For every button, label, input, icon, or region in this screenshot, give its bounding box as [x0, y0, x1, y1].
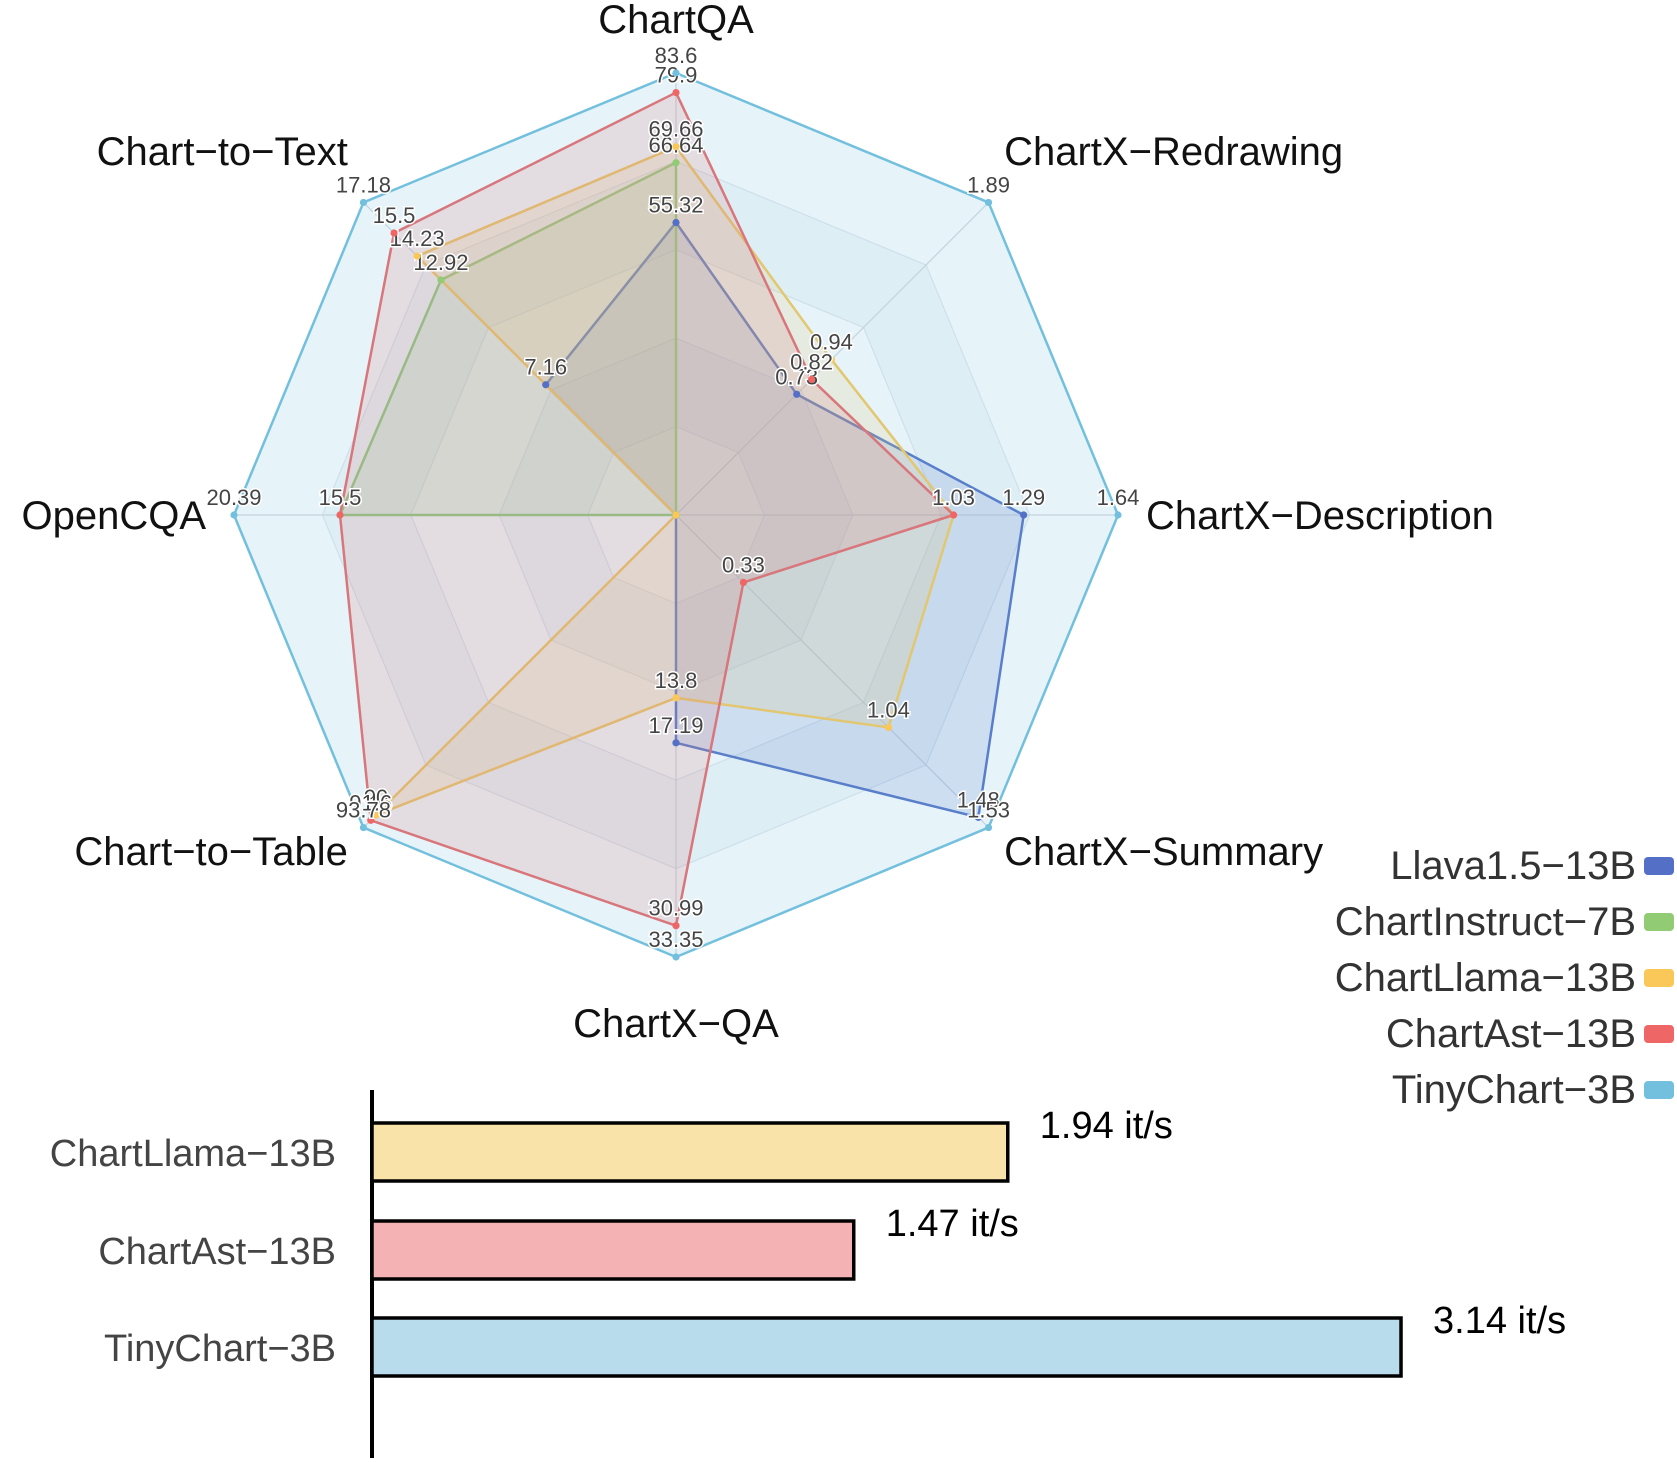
radar-axis-label-chartx-redrawing: ChartX−Redrawing: [1004, 130, 1343, 174]
radar-point-chartast-13b: [949, 511, 958, 519]
legend-label-tinychart-3b: TinyChart−3B: [1392, 1068, 1636, 1112]
radar-point-tinychart-3b: [359, 823, 368, 832]
radar-point-chartllama-13b: [884, 723, 893, 732]
radar-data-label: 90: [364, 785, 388, 810]
radar-data-label: 1.03: [932, 485, 975, 510]
radar-point-chartast-13b: [390, 229, 398, 237]
radar-point-chartast-13b: [367, 816, 375, 824]
legend-swatch-chartllama-13b: [1644, 969, 1674, 987]
bar-value-label-tinychart-3b: 3.14 it/s: [1433, 1300, 1566, 1342]
legend-label-llava1-5-13b: Llava1.5−13B: [1390, 844, 1636, 888]
bar-tinychart-3b: [370, 1316, 1403, 1378]
radar-data-label: 1.89: [967, 172, 1010, 197]
radar-point-chartllama-13b: [372, 811, 380, 819]
radar-data-label: 13.8: [655, 668, 698, 693]
radar-point-llava1-5-13b: [672, 739, 680, 747]
radar-point-chartllama-13b: [827, 355, 836, 364]
radar-point-chartinstruct-7b: [437, 276, 445, 284]
radar-data-label: 93.78: [336, 798, 391, 823]
radar-point-chartast-13b: [739, 578, 748, 587]
radar-point-chartinstruct-7b: [672, 159, 680, 167]
radar-point-chartllama-13b: [672, 143, 680, 151]
radar-axis-label-chartqa: ChartQA: [598, 0, 754, 42]
radar-data-label: 79.9: [655, 63, 698, 88]
radar-axis-label-chart-to-table: Chart−to−Table: [74, 830, 348, 874]
radar-point-chartast-13b: [672, 88, 680, 97]
radar-data-label: 17.18: [336, 172, 391, 197]
radar-axis-line: [675, 514, 989, 828]
radar-point-tinychart-3b: [672, 69, 680, 77]
radar-point-tinychart-3b: [1114, 511, 1122, 519]
legend-swatch-tinychart-3b: [1644, 1081, 1674, 1099]
radar-data-label: 15.5: [319, 485, 362, 510]
radar-data-label: 1.04: [867, 697, 910, 722]
radar-axis-label-chartx-description: ChartX−Description: [1146, 494, 1494, 538]
bar-chartllama-13b: [370, 1121, 1010, 1183]
radar-axis-label-chartx-qa: ChartX−QA: [573, 1002, 779, 1046]
radar-data-label: 1.48: [957, 787, 1000, 812]
radar-data-label: 1.29: [1002, 485, 1045, 510]
radar-point-llava1-5-13b: [974, 813, 982, 821]
radar-data-label: 1.64: [1097, 485, 1140, 510]
bar-category-label-tinychart-3b: TinyChart−3B: [104, 1328, 336, 1370]
legend-swatch-chartinstruct-7b: [1644, 913, 1674, 931]
radar-point-tinychart-3b: [672, 953, 680, 961]
radar-data-label: 0.33: [722, 552, 765, 577]
radar-data-label: 69.66: [648, 117, 703, 142]
legend-label-chartast-13b: ChartAst−13B: [1386, 1012, 1636, 1056]
radar-data-label: 33.35: [648, 927, 703, 952]
radar-point-llava1-5-13b: [672, 218, 680, 227]
radar-point-tinychart-3b: [230, 511, 238, 519]
legend-swatch-llava1-5-13b: [1644, 857, 1674, 875]
radar-axis-label-chartx-summary: ChartX−Summary: [1004, 830, 1323, 874]
bar-category-label-chartllama-13b: ChartLlama−13B: [50, 1133, 336, 1175]
radar-point-chartllama-13b: [672, 511, 680, 519]
radar-axis-label-chart-to-text: Chart−to−Text: [97, 130, 348, 174]
radar-data-label: 7.16: [524, 355, 567, 380]
radar-data-label: 91.6: [349, 790, 392, 815]
radar-point-tinychart-3b: [984, 198, 993, 207]
radar-data-label: 0.82: [790, 349, 833, 374]
radar-point-llava1-5-13b: [542, 381, 550, 389]
radar-data-label: 14.23: [390, 226, 445, 251]
radar-data-label: 83.6: [655, 43, 698, 68]
radar-legend: Llava1.5−13B ChartInstruct−7B ChartLlama−1…: [1335, 844, 1674, 1112]
radar-point-tinychart-3b: [359, 198, 368, 207]
radar-point-chartllama-13b: [672, 694, 680, 702]
radar-point-chartast-13b: [807, 375, 816, 384]
radar-chart: 55.320.731.291.4817.197.1666.6415.512.92…: [21, 0, 1493, 1046]
radar-data-label: 15.5: [373, 203, 416, 228]
radar-data-label: 30.99: [648, 896, 703, 921]
radar-axis-label-opencqa: OpenCQA: [21, 494, 206, 538]
radar-point-llava1-5-13b: [793, 390, 801, 398]
radar-data-label: 17.19: [648, 713, 703, 738]
radar-point-llava1-5-13b: [1020, 511, 1028, 519]
radar-point-chartast-13b: [336, 511, 344, 519]
radar-data-label: 1.53: [967, 798, 1010, 823]
radar-data-label: 0.94: [810, 330, 853, 355]
radar-data-label: 12.92: [413, 250, 468, 275]
legend-label-chartinstruct-7b: ChartInstruct−7B: [1335, 900, 1636, 944]
radar-point-tinychart-3b: [984, 823, 993, 832]
radar-data-label: 55.32: [648, 193, 703, 218]
radar-point-chartast-13b: [672, 922, 680, 930]
bar-value-label-chartllama-13b: 1.94 it/s: [1040, 1105, 1173, 1147]
bar-value-label-chartast-13b: 1.47 it/s: [886, 1203, 1019, 1245]
bar-category-label-chartast-13b: ChartAst−13B: [98, 1231, 336, 1273]
bar-chartast-13b: [370, 1219, 856, 1281]
speed-bar-chart: ChartLlama−13B 1.94 it/s ChartAst−13B 1.47 …: [50, 1090, 1566, 1458]
radar-data-label: 1.03: [932, 485, 975, 510]
radar-data-label: 20.39: [206, 485, 261, 510]
legend-swatch-chartast-13b: [1644, 1025, 1674, 1043]
radar-data-label: 15.5: [319, 485, 362, 510]
radar-point-chartllama-13b: [413, 252, 421, 260]
legend-label-chartllama-13b: ChartLlama−13B: [1335, 956, 1636, 1000]
